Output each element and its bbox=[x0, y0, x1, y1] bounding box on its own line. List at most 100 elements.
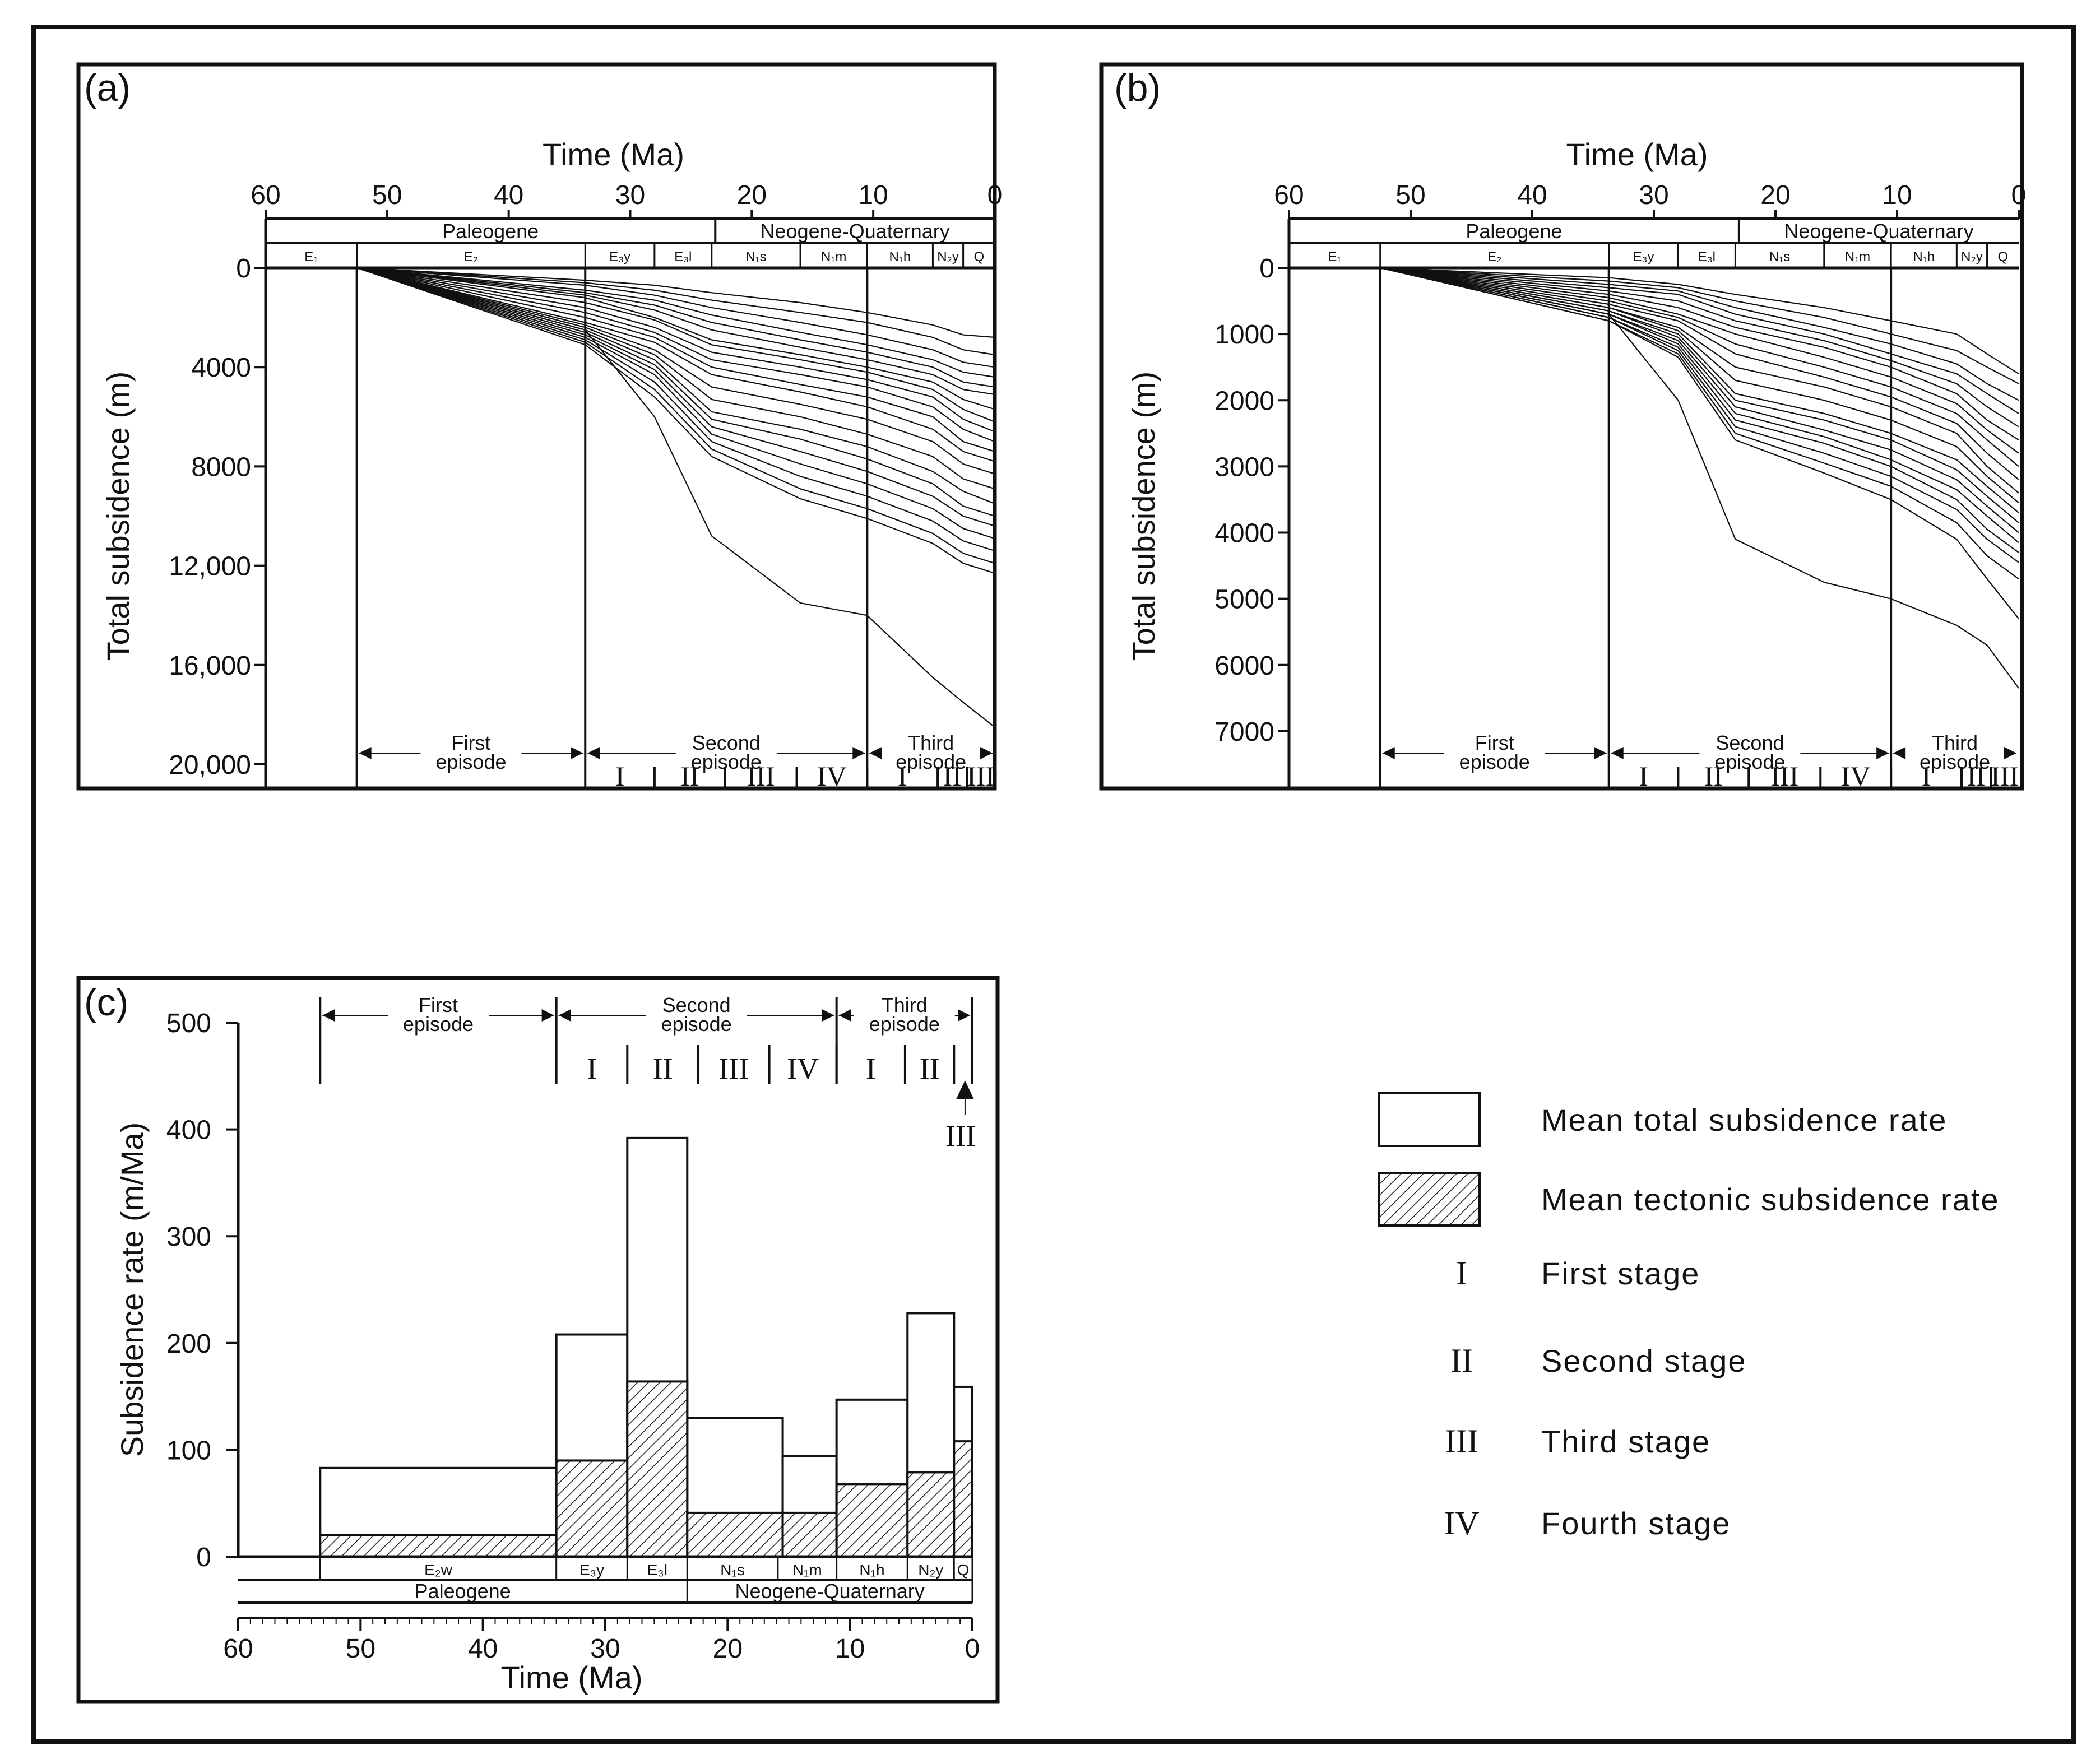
formation-label-0: E₁ bbox=[304, 249, 318, 264]
x-tick-label-3: 30 bbox=[615, 180, 645, 210]
stage-label-1: II bbox=[1704, 760, 1723, 792]
subsidence-curve-well-8 bbox=[356, 267, 995, 423]
stage-label-5: II bbox=[943, 760, 961, 792]
x-tick-label-6: 0 bbox=[965, 1634, 980, 1664]
epoch-label-1: Neogene-Quaternary bbox=[735, 1580, 925, 1603]
legend-label-5: Fourth stage bbox=[1541, 1506, 1731, 1541]
x-tick-label-3: 30 bbox=[590, 1634, 620, 1664]
panel-b: (b) Paleogene Neogene-Quaternary E₁ E₂ E₃y E₃… bbox=[1099, 62, 2026, 792]
formation-label-7: Q bbox=[957, 1561, 970, 1579]
panel-a-label: (a) bbox=[84, 67, 131, 109]
stage-label-3: IV bbox=[1841, 760, 1871, 792]
legend-stage-symbol-2: I bbox=[1456, 1255, 1467, 1292]
legend-label-3: Second stage bbox=[1541, 1343, 1746, 1378]
legend-stage-symbol-3: II bbox=[1450, 1342, 1473, 1379]
formation-label-7: N₂y bbox=[937, 249, 959, 264]
formation-label-1: E₂ bbox=[464, 249, 478, 264]
tectonic-rate-bar-5 bbox=[835, 1483, 909, 1558]
subsidence-curve-well-12 bbox=[356, 267, 995, 462]
subsidence-curve-well-21 bbox=[356, 267, 995, 574]
x-tick-label-5: 10 bbox=[835, 1634, 865, 1664]
y-tick-label-1: 1000 bbox=[1214, 320, 1274, 350]
y-tick-label-2: 2000 bbox=[1214, 386, 1274, 416]
y-tick-label-7: 7000 bbox=[1214, 717, 1274, 747]
formation-label-6: N₂y bbox=[918, 1561, 943, 1579]
formation-label-3: E₃l bbox=[674, 249, 692, 264]
stage-pointer-arrowhead bbox=[956, 1080, 974, 1099]
episode-label-2: Third bbox=[908, 731, 954, 754]
x-tick-label-1: 50 bbox=[346, 1634, 375, 1664]
stage-label-4: I bbox=[1922, 760, 1931, 792]
subsidence-curve-well-10 bbox=[1380, 267, 2019, 494]
x-tick-label-1: 50 bbox=[1395, 180, 1425, 210]
y-tick-label-4: 4000 bbox=[1214, 519, 1274, 549]
legend-label-0: Mean total subsidence rate bbox=[1541, 1102, 1947, 1138]
x-axis-title: Time (Ma) bbox=[543, 137, 684, 172]
y-tick-label-5: 500 bbox=[166, 1009, 211, 1038]
x-tick-label-0: 60 bbox=[251, 180, 280, 210]
legend-stage-symbol-4: III bbox=[1445, 1423, 1478, 1460]
stage-label-3: IV bbox=[817, 760, 847, 792]
formation-label-8: Q bbox=[1997, 249, 2008, 264]
formation-label-4: N₁s bbox=[1769, 249, 1790, 264]
tectonic-rate-bar-6 bbox=[906, 1471, 956, 1558]
x-tick-label-4: 20 bbox=[1760, 180, 1790, 210]
stage-label-4: I bbox=[866, 1052, 876, 1085]
subsidence-curve-well-16 bbox=[356, 267, 995, 517]
subsidence-curve-well-3 bbox=[1380, 267, 2019, 401]
outer-border bbox=[31, 25, 2076, 1744]
subsidence-curve-well-9 bbox=[356, 267, 995, 433]
x-tick-label-6: 0 bbox=[987, 180, 1003, 210]
panel-a-plot: Paleogene Neogene-Quaternary E₁ E₂ E₃y E₃l N₁s… bbox=[100, 137, 1002, 792]
legend-total-swatch bbox=[1378, 1092, 1481, 1147]
panel-c-label: (c) bbox=[84, 981, 128, 1024]
subsidence-curve-well-7 bbox=[356, 267, 995, 410]
subsidence-curve-well-1 bbox=[1380, 267, 2019, 374]
stage-label-0: I bbox=[587, 1052, 597, 1085]
formation-label-5: N₁m bbox=[821, 249, 846, 264]
tectonic-rate-bar-1 bbox=[555, 1459, 629, 1558]
episode-label-0: First bbox=[1475, 731, 1514, 754]
x-tick-label-5: 10 bbox=[858, 180, 888, 210]
subsidence-curve-well-14 bbox=[356, 267, 995, 490]
y-tick-label-6: 6000 bbox=[1214, 651, 1274, 681]
subsidence-curve-well-10 bbox=[356, 267, 995, 443]
subsidence-curve-well-4 bbox=[356, 267, 995, 378]
subsidence-curve-well-17 bbox=[356, 267, 995, 527]
stage-label-0: I bbox=[615, 760, 625, 792]
formation-label-2: E₃y bbox=[1633, 249, 1654, 264]
legend-label-2: First stage bbox=[1541, 1256, 1700, 1291]
legend-label-1: Mean tectonic subsidence rate bbox=[1541, 1182, 2000, 1217]
subsidence-curve-well-15 bbox=[1380, 267, 2019, 544]
tectonic-rate-bar-2 bbox=[626, 1380, 689, 1558]
y-tick-label-2: 200 bbox=[166, 1329, 211, 1359]
subsidence-curve-well-5 bbox=[356, 267, 995, 388]
subsidence-curve-well-15 bbox=[356, 267, 995, 504]
subsidence-curve-well-16 bbox=[1380, 267, 2019, 553]
x-tick-label-1: 50 bbox=[372, 180, 402, 210]
x-tick-label-2: 40 bbox=[494, 180, 523, 210]
legend-label-4: Third stage bbox=[1541, 1424, 1710, 1459]
panel-c-frame bbox=[76, 976, 1000, 1704]
subsidence-curve-well-1 bbox=[356, 267, 995, 338]
epoch-label-0: Paleogene bbox=[442, 220, 539, 243]
episode-label-2: Third bbox=[882, 994, 928, 1016]
tectonic-rate-bar-7 bbox=[953, 1440, 973, 1558]
episode-label-0-b: episode bbox=[1459, 750, 1530, 773]
episode-label-0: First bbox=[419, 994, 458, 1016]
y-tick-label-0: 0 bbox=[196, 1543, 211, 1572]
episode-label-2-b: episode bbox=[1920, 750, 1990, 773]
y-tick-label-5: 20,000 bbox=[169, 750, 251, 780]
episode-label-2-b: episode bbox=[869, 1013, 940, 1036]
formation-label-4: N₁s bbox=[745, 249, 766, 264]
episode-label-0-b: episode bbox=[403, 1013, 474, 1036]
y-tick-label-0: 0 bbox=[1259, 254, 1274, 284]
tectonic-rate-bar-0 bbox=[319, 1534, 558, 1558]
epoch-label-1: Neogene-Quaternary bbox=[761, 220, 950, 243]
subsidence-curve-well-8 bbox=[1380, 267, 2019, 467]
x-axis-title: Time (Ma) bbox=[500, 1660, 642, 1695]
subsidence-curve-well-2 bbox=[356, 267, 995, 356]
y-tick-label-3: 300 bbox=[166, 1222, 211, 1252]
panel-a-frame bbox=[76, 62, 997, 791]
